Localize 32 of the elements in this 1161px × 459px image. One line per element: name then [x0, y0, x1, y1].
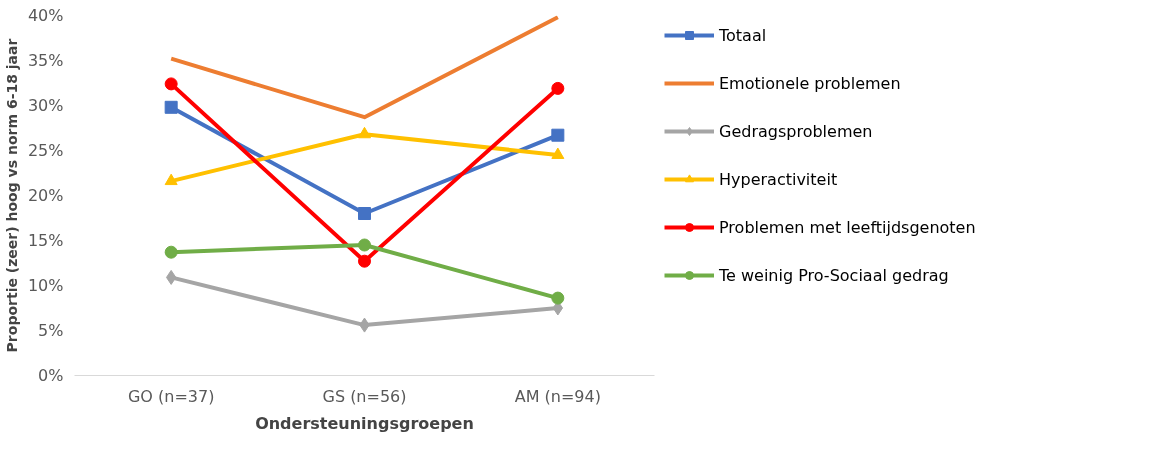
x-tick-label: GS (n=56) [322, 386, 407, 406]
point [358, 207, 371, 220]
point [358, 254, 371, 268]
x-tick-label: GO (n=37) [127, 386, 215, 406]
y-tick-label: 25% [27, 141, 64, 160]
y-tick-label: 35% [27, 51, 64, 70]
point [358, 238, 371, 252]
y-tick-label: 30% [27, 96, 64, 115]
legend-label: Totaal [719, 25, 767, 45]
point [551, 128, 565, 142]
legend-label: Gedragsproblemen [719, 121, 873, 141]
point [164, 100, 178, 114]
point [164, 77, 178, 91]
point [551, 147, 565, 159]
y-axis-title: Proportie (zeer) hoog vs norm 6-18 jaar [3, 38, 20, 353]
y-tick-label: 40% [27, 6, 64, 25]
point [551, 291, 565, 305]
y-tick-label: 10% [27, 276, 64, 295]
y-tick-label: 5% [38, 321, 64, 340]
point [358, 126, 371, 139]
y-tick-label: 0% [38, 366, 64, 385]
point [164, 173, 178, 186]
legend-label: Emotionele problemen [719, 73, 901, 93]
point [551, 81, 565, 95]
x-tick-label: AM (n=94) [514, 386, 601, 406]
y-tick-label: 15% [27, 231, 64, 250]
legend-label: Hyperactiviteit [719, 169, 838, 189]
x-axis-title: Ondersteuningsgroepen [255, 413, 474, 433]
y-tick-label: 20% [27, 186, 64, 205]
legend-label: Problemen met leeftijdsgenoten [719, 217, 976, 237]
point [164, 245, 178, 259]
legend-label: Te weinig Pro-Sociaal gedrag [719, 265, 949, 285]
